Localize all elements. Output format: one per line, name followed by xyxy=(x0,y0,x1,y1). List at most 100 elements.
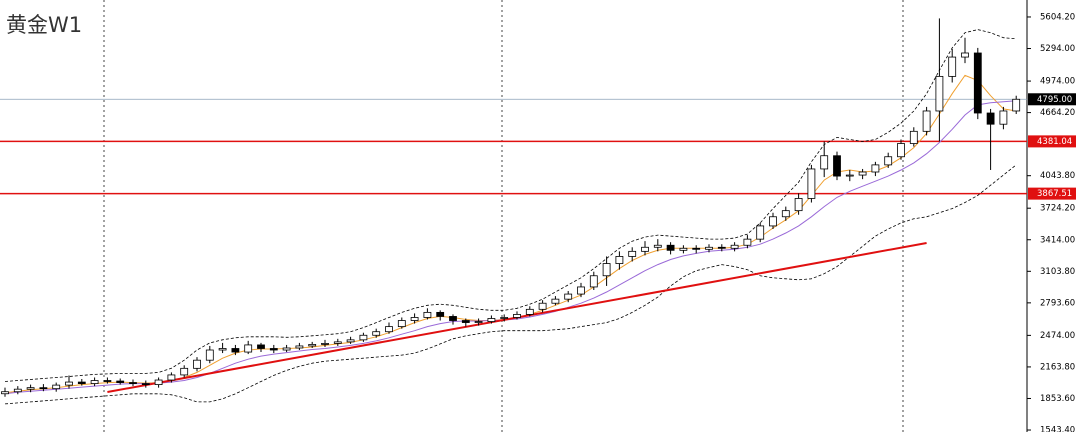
chart-title: 黄金W1 xyxy=(6,13,82,37)
candle-body xyxy=(436,311,445,317)
candle-body xyxy=(769,216,777,227)
y-tick-label: 2163.80 xyxy=(1040,362,1075,372)
candle-body xyxy=(308,344,317,347)
candle-body xyxy=(999,110,1008,125)
candle-body xyxy=(577,286,585,295)
last-price-bg xyxy=(1028,93,1076,106)
level-label-bg xyxy=(1028,135,1076,148)
candle-body xyxy=(231,348,240,353)
candle-body xyxy=(129,382,137,384)
candle-body xyxy=(321,343,329,345)
candle-body xyxy=(781,210,790,218)
candle-body xyxy=(397,320,406,328)
candle-body xyxy=(449,316,457,321)
y-tick-label: 3724.20 xyxy=(1040,204,1075,214)
candle-body xyxy=(1,391,9,395)
y-tick-label: 3414.00 xyxy=(1040,235,1075,245)
y-tick-label: 1543.40 xyxy=(1040,426,1075,432)
candle-body xyxy=(973,52,982,114)
candle-body xyxy=(538,302,547,310)
candle-body xyxy=(346,339,355,343)
candle-body xyxy=(461,320,470,323)
y-tick-label: 3103.80 xyxy=(1040,267,1075,277)
candle-body xyxy=(13,388,22,393)
y-tick-label: 5294.00 xyxy=(1040,44,1075,54)
bollinger-band xyxy=(4,29,1017,382)
y-tick-label: 4974.00 xyxy=(1040,77,1075,87)
candle-body xyxy=(205,349,214,361)
plot xyxy=(0,18,1027,405)
candle-body xyxy=(116,380,125,383)
candle-body xyxy=(743,238,752,246)
moving-average xyxy=(4,100,1017,395)
candle-body xyxy=(257,344,265,349)
y-tick-label: 4043.80 xyxy=(1040,171,1075,181)
candle-body xyxy=(692,247,701,250)
level-label: 4381.04 xyxy=(1037,137,1072,147)
candle-body xyxy=(77,381,86,384)
candle-body xyxy=(641,246,649,252)
candle-body xyxy=(564,293,573,300)
candle-body xyxy=(807,168,816,199)
candle-body xyxy=(871,164,880,173)
candle-body xyxy=(385,326,393,333)
candle-body xyxy=(154,379,163,385)
candle-body xyxy=(359,334,368,341)
y-tick-label: 2474.00 xyxy=(1040,331,1075,341)
candle-body xyxy=(295,345,304,349)
candle-body xyxy=(244,344,253,353)
candle-body xyxy=(487,318,496,322)
candle-body xyxy=(884,156,893,166)
candle-body xyxy=(1012,98,1021,112)
candle-body xyxy=(269,348,278,351)
level-label: 3867.51 xyxy=(1037,189,1072,199)
candle-body xyxy=(948,56,957,77)
candle-body xyxy=(141,383,150,385)
candle-body xyxy=(410,317,419,321)
axis: 5604.20 5294.00 4974.00 4664.20 4043.80 3724.… xyxy=(1027,12,1076,432)
candle-body xyxy=(858,171,867,176)
candle-body xyxy=(525,308,534,315)
candle-body xyxy=(589,275,598,288)
candle-body xyxy=(935,75,944,112)
y-tick-label: 5604.20 xyxy=(1040,12,1075,22)
candle-body xyxy=(845,174,854,177)
candle-body xyxy=(474,321,483,323)
candle-body xyxy=(52,384,61,390)
candle-body xyxy=(615,256,624,264)
candle-body xyxy=(602,263,611,277)
candle-body xyxy=(103,380,112,382)
y-tick-label: 2793.60 xyxy=(1040,298,1075,308)
y-tick-label: 4664.20 xyxy=(1040,108,1075,118)
candle-body xyxy=(551,298,560,304)
candle-body xyxy=(333,341,342,344)
candle-body xyxy=(833,155,841,177)
candle-body xyxy=(180,367,189,376)
candle-body xyxy=(26,387,35,390)
candle-body xyxy=(372,331,381,336)
candle-body xyxy=(897,143,905,158)
candle-body xyxy=(679,247,688,251)
candle-body xyxy=(922,110,931,132)
candle-body xyxy=(282,347,291,351)
last-price-label: 4795.00 xyxy=(1037,95,1072,105)
candle-body xyxy=(756,225,765,240)
candle-body xyxy=(717,246,726,249)
candle-body xyxy=(167,374,176,381)
candle-body xyxy=(423,311,432,318)
candle-body xyxy=(961,52,969,58)
candle-body xyxy=(513,314,521,318)
candle-body xyxy=(628,250,637,257)
candle-body xyxy=(986,112,995,125)
candle-body xyxy=(909,130,918,144)
candle-body xyxy=(666,244,675,251)
level-label-bg xyxy=(1028,187,1076,200)
moving-average xyxy=(4,74,1017,394)
bollinger-band xyxy=(4,164,1017,405)
candle-body xyxy=(820,155,829,170)
candle-body xyxy=(730,244,739,249)
candle-body xyxy=(653,244,662,248)
candle-body xyxy=(500,317,509,319)
candle-body xyxy=(90,380,99,384)
